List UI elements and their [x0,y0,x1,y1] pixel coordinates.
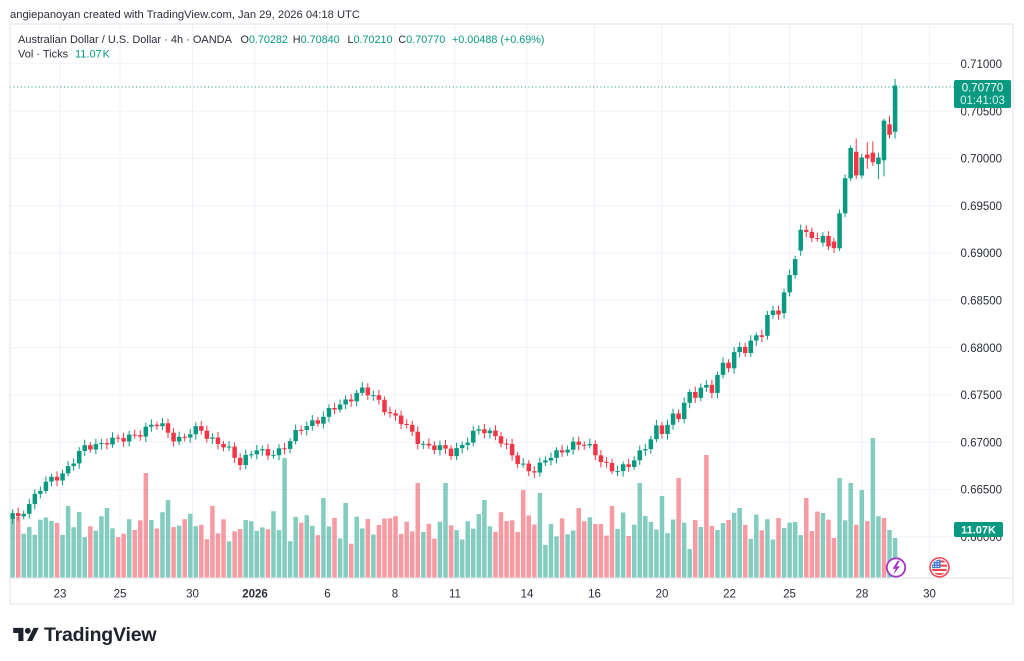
svg-text:0.70500: 0.70500 [961,106,1003,118]
svg-text:30: 30 [923,589,936,601]
svg-text:C0.70770: C0.70770 [398,34,445,46]
svg-text:8: 8 [392,589,398,601]
svg-text:6: 6 [324,589,330,601]
svg-text:H0.70840: H0.70840 [293,34,340,46]
svg-text:Australian Dollar / U.S. Dolla: Australian Dollar / U.S. Dollar · 4h · O… [18,34,233,46]
svg-text:01:41:03: 01:41:03 [960,95,1005,107]
svg-text:25: 25 [783,589,796,601]
svg-text:23: 23 [54,589,67,601]
svg-text:2026: 2026 [242,589,268,601]
svg-text:0.67500: 0.67500 [961,390,1003,402]
svg-text:11: 11 [449,589,461,601]
svg-text:L0.70210: L0.70210 [348,34,393,46]
svg-text:0.66500: 0.66500 [961,485,1003,497]
svg-text:0.71000: 0.71000 [961,59,1003,71]
svg-text:TradingView: TradingView [44,624,157,646]
svg-text:0.67000: 0.67000 [961,437,1003,449]
svg-text:11.07 K: 11.07 K [75,49,111,61]
svg-text:22: 22 [723,589,736,601]
svg-text:+0.00488 (+0.69%): +0.00488 (+0.69%) [452,34,544,46]
svg-text:0.69000: 0.69000 [961,248,1003,260]
svg-text:25: 25 [114,589,127,601]
svg-text:O0.70282: O0.70282 [241,34,288,46]
svg-text:16: 16 [588,589,601,601]
svg-text:0.70000: 0.70000 [961,154,1003,166]
svg-text:14: 14 [521,589,534,601]
svg-text:Vol · Ticks: Vol · Ticks [18,49,69,61]
svg-text:0.69500: 0.69500 [961,201,1003,213]
svg-text:0.70770: 0.70770 [962,83,1004,95]
svg-text:0.68000: 0.68000 [961,343,1003,355]
svg-text:0.68500: 0.68500 [961,296,1003,308]
svg-text:28: 28 [856,589,869,601]
svg-text:11.07K: 11.07K [961,525,996,537]
svg-text:20: 20 [656,589,669,601]
svg-text:angiepanoyan created with Trad: angiepanoyan created with TradingView.co… [10,9,360,21]
svg-text:30: 30 [186,589,199,601]
